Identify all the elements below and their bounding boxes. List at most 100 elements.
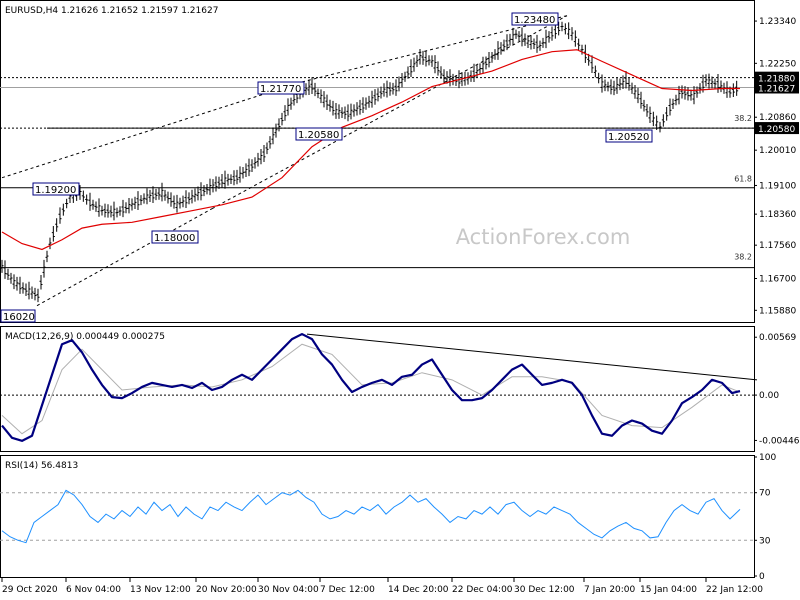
price-bar	[358, 99, 362, 115]
x-axis-label: 7 Dec 12:00	[319, 578, 375, 595]
price-bar	[364, 97, 368, 110]
rsi-layer	[0, 489, 754, 544]
price-bar	[148, 189, 152, 203]
svg-text:0.00569: 0.00569	[759, 333, 796, 343]
price-bar	[603, 79, 607, 92]
price-bar	[352, 104, 356, 117]
price-bar	[247, 158, 251, 177]
price-bar	[316, 88, 320, 99]
price-pane-frame	[0, 0, 755, 323]
price-bar	[106, 204, 110, 218]
price-bar	[0, 259, 4, 273]
price-bar	[346, 104, 350, 122]
price-bar	[193, 188, 197, 202]
price-bar	[645, 104, 649, 117]
price-bar	[385, 80, 389, 98]
price-bar	[112, 201, 116, 221]
price-bar	[612, 80, 616, 96]
price-bar	[328, 99, 332, 112]
price-bar	[367, 95, 371, 108]
price-bar	[196, 186, 200, 201]
price-bar	[91, 199, 95, 210]
price-bar	[313, 82, 317, 97]
price-bar	[445, 71, 449, 84]
fib-label-2: 38.2	[734, 253, 752, 262]
price-bar	[493, 49, 497, 60]
price-bar	[403, 71, 407, 82]
price-bar	[391, 82, 395, 95]
price-bar	[397, 76, 401, 92]
price-bar	[280, 112, 284, 126]
macd-layer	[0, 332, 758, 442]
price-bar	[229, 174, 233, 185]
price-bar	[283, 105, 287, 121]
price-annotation: 1.21770	[257, 81, 305, 95]
rsi-title: RSI(14) 56.4813	[5, 461, 78, 471]
price-bar	[624, 71, 628, 89]
macd-signal-line	[1, 343, 741, 435]
price-bar	[190, 189, 194, 204]
price-bar	[514, 29, 518, 39]
trendline-0	[1, 81, 303, 179]
price-bar	[337, 104, 341, 119]
svg-text:22 Dec 04:00: 22 Dec 04:00	[452, 585, 513, 595]
macd-title: MACD(12,26,9) 0.000449 0.000275	[5, 332, 165, 342]
price-bar	[322, 91, 326, 108]
svg-text:1.20580: 1.20580	[298, 130, 339, 141]
moving-average-line	[1, 49, 740, 251]
price-bar	[472, 63, 476, 82]
price-bar	[499, 42, 503, 55]
price-bar	[388, 82, 392, 96]
svg-text:1.20580: 1.20580	[758, 125, 795, 135]
x-axis-label: 22 Jan 12:00	[705, 578, 763, 595]
price-bar	[665, 107, 669, 121]
price-bar	[45, 250, 49, 263]
price-bar	[220, 174, 224, 188]
svg-text:7 Dec 12:00: 7 Dec 12:00	[320, 585, 375, 595]
price-bar	[136, 191, 140, 211]
price-bar	[97, 198, 101, 217]
svg-text:70: 70	[759, 489, 771, 499]
price-bar	[343, 106, 347, 120]
price-bar	[529, 35, 533, 50]
price-bar	[85, 194, 89, 205]
svg-text:-0.00446: -0.00446	[759, 436, 800, 446]
price-bar	[600, 74, 604, 93]
rsi-axis-tick: 30	[754, 536, 771, 546]
price-bar	[211, 179, 215, 193]
price-bar	[115, 207, 119, 218]
svg-text:1.21627: 1.21627	[758, 84, 795, 94]
price-bar	[238, 166, 242, 183]
price-bar	[217, 176, 221, 189]
price-bar	[538, 40, 542, 51]
price-bar	[517, 31, 521, 42]
price-bar	[331, 100, 335, 116]
price-bar	[181, 195, 185, 208]
fib-label-0: 38.2	[734, 114, 752, 123]
price-bar	[577, 38, 581, 50]
price-bar	[202, 185, 206, 197]
rsi-axis-tick: 100	[754, 453, 776, 463]
price-bar	[716, 74, 720, 93]
price-bar	[205, 183, 209, 195]
price-bar	[707, 73, 711, 89]
price-bar	[226, 173, 230, 186]
price-bar	[154, 188, 158, 201]
price-bar	[487, 52, 491, 68]
price-bar	[639, 91, 643, 109]
price-bar	[274, 123, 278, 138]
price-bar	[671, 98, 675, 110]
price-bar	[9, 272, 13, 284]
price-bar	[695, 86, 699, 98]
price-bar	[271, 127, 275, 145]
svg-text:0: 0	[759, 572, 765, 582]
price-bar	[160, 182, 164, 202]
price-bar	[142, 193, 146, 204]
price-bar	[382, 83, 386, 97]
price-layer: 38.2 61.8 38.2 16020 1.19200 1.18000 1.21770 1.…	[0, 12, 757, 323]
x-axis-label: 15 Jan 04:00	[639, 578, 697, 595]
price-bar	[668, 98, 672, 116]
price-bar	[15, 276, 19, 291]
price-axis-tick: 1.22250	[754, 59, 796, 69]
